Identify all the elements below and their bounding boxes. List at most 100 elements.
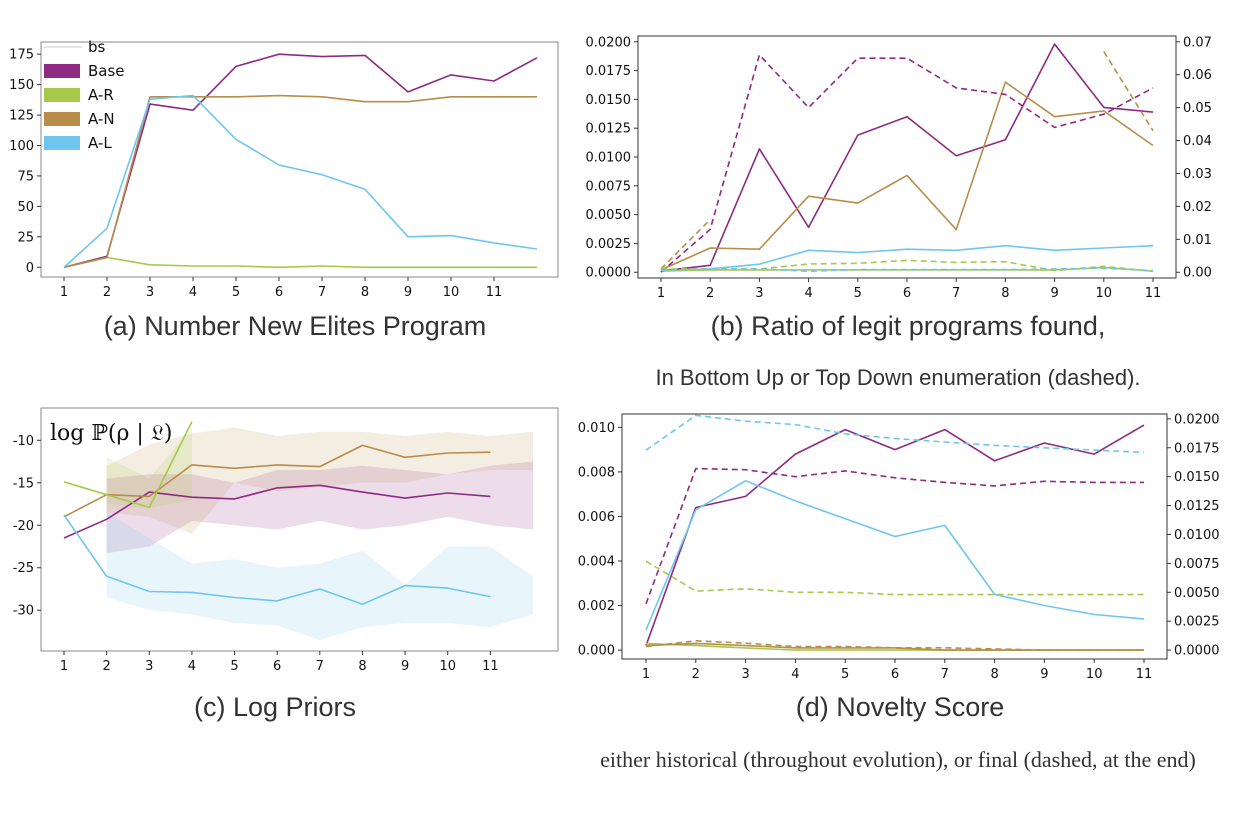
panel-c-ytick-label: -30	[13, 604, 34, 619]
panel-a-xtick-label: 4	[189, 285, 197, 300]
panel-b-left-ytick-label: 0.0025	[586, 237, 632, 252]
panel-c-title: log ℙ(ρ | 𝔏)	[50, 421, 172, 446]
panel-b-right-ytick-label: 0.05	[1183, 101, 1212, 116]
panel-c-ytick-label: -15	[13, 476, 34, 491]
panel-d-xtick-label: 1	[642, 667, 650, 682]
panel-a-xtick-label: 11	[486, 285, 503, 300]
panel-c-ytick-label: -10	[13, 434, 34, 449]
panel-b-right-ytick-label: 0.02	[1183, 200, 1212, 215]
panel-d-xtick-label: 6	[891, 667, 899, 682]
panel-d-right-ytick-label: 0.0075	[1174, 557, 1220, 572]
panel-d-right-ytick-label: 0.0200	[1174, 412, 1220, 427]
panel-b-xtick-label: 7	[952, 286, 960, 301]
panel-b-left-ytick-label: 0.0200	[586, 35, 632, 50]
panel-b-xtick-label: 9	[1050, 286, 1058, 301]
panel-d-right-ytick-label: 0.0175	[1174, 441, 1220, 456]
panel-d-xtick-label: 8	[990, 667, 998, 682]
panel-b-left-ytick-label: 0.0000	[586, 266, 632, 281]
panel-c-xtick-label: 1	[60, 659, 68, 674]
panel-b-left-ytick-label: 0.0175	[586, 64, 632, 79]
panel-a-xtick-label: 9	[404, 285, 412, 300]
panel-d-xtick-label: 5	[841, 667, 849, 682]
panel-a-xtick-label: 8	[361, 285, 369, 300]
panel-b-xtick-label: 11	[1145, 286, 1162, 301]
panel-c-xtick-label: 10	[439, 659, 456, 674]
panel-d-left-ytick-label: 0.008	[578, 465, 615, 480]
panel-b-left-ytick-label: 0.0100	[586, 151, 632, 166]
panel-a-xtick-label: 3	[146, 285, 154, 300]
panel-a-ytick-label: 125	[9, 109, 34, 124]
panel-d-right-ytick-label: 0.0025	[1174, 615, 1220, 630]
panel-c-xtick-label: 2	[102, 659, 110, 674]
panel-a-ytick-label: 0	[26, 261, 34, 276]
panel-d-xtick-label: 11	[1136, 667, 1153, 682]
legend-base-label: Base	[88, 62, 125, 80]
panel-b-xtick-label: 10	[1096, 286, 1113, 301]
panel-c-xtick-label: 3	[145, 659, 153, 674]
panel-b-xtick-label: 1	[657, 286, 665, 301]
panel-a-xtick-label: 1	[60, 285, 68, 300]
caption-b-subtitle: In Bottom Up or Top Down enumeration (da…	[655, 365, 1140, 390]
panel-b-left-ytick-label: 0.0050	[586, 208, 632, 223]
panel-a-ytick-label: 100	[9, 139, 34, 154]
panel-d-xtick-label: 9	[1040, 667, 1048, 682]
panel-c-xtick-label: 11	[482, 659, 499, 674]
caption-a: (a) Number New Elites Program	[104, 311, 487, 341]
panel-b-xtick-label: 6	[903, 286, 911, 301]
panel-d-xtick-label: 4	[791, 667, 799, 682]
panel-b-xtick-label: 8	[1001, 286, 1009, 301]
panel-b-xtick-label: 2	[706, 286, 714, 301]
panel-d-xtick-label: 2	[692, 667, 700, 682]
legend-an-swatch	[44, 112, 80, 126]
panel-c-ytick-label: -20	[13, 519, 34, 534]
panel-c-xtick-label: 6	[273, 659, 281, 674]
legend-ar-swatch	[44, 88, 80, 102]
panel-b-left-ytick-label: 0.0150	[586, 93, 632, 108]
panel-d-xtick-label: 3	[741, 667, 749, 682]
legend-ar-label: A-R	[88, 86, 114, 104]
panel-b-right-ytick-label: 0.01	[1183, 233, 1212, 248]
panel-b-right-ytick-label: 0.06	[1183, 68, 1212, 83]
panel-b-xtick-label: 4	[804, 286, 812, 301]
panel-c-ytick-label: -25	[13, 561, 34, 576]
panel-d-left-ytick-label: 0.002	[578, 599, 615, 614]
panel-b-left-ytick-label: 0.0075	[586, 179, 632, 194]
panel-c-xtick-label: 7	[316, 659, 324, 674]
panel-a-xtick-label: 2	[103, 285, 111, 300]
panel-a-ytick-label: 175	[9, 48, 34, 63]
panel-a-xtick-label: 10	[443, 285, 460, 300]
panel-c-xtick-label: 5	[230, 659, 238, 674]
panel-b-left-ytick-label: 0.0125	[586, 122, 632, 137]
panel-a-ytick-label: 25	[17, 230, 34, 245]
legend-al-label: A-L	[88, 134, 112, 152]
panel-c-xtick-label: 4	[188, 659, 196, 674]
panel-b-right-ytick-label: 0.00	[1183, 266, 1212, 281]
panel-d-right-ytick-label: 0.0125	[1174, 499, 1220, 514]
panel-b-right-ytick-label: 0.04	[1183, 134, 1212, 149]
panel-d-right-ytick-label: 0.0150	[1174, 470, 1220, 485]
legend-bs-label: bs	[88, 38, 106, 56]
panel-a-ytick-label: 50	[17, 200, 34, 215]
panel-d-right-ytick-label: 0.0000	[1174, 644, 1220, 659]
panel-b-xtick-label: 5	[854, 286, 862, 301]
legend-an-label: A-N	[88, 110, 115, 128]
panel-d-left-ytick-label: 0.004	[578, 555, 615, 570]
panel-a-ytick-label: 75	[17, 169, 34, 184]
caption-d: (d) Novelty Score	[796, 692, 1005, 722]
panel-d-left-ytick-label: 0.006	[578, 510, 615, 525]
panel-b-right-ytick-label: 0.03	[1183, 167, 1212, 182]
caption-b: (b) Ratio of legit programs found,	[711, 311, 1106, 341]
panel-a-xtick-label: 6	[275, 285, 283, 300]
legend-al-swatch	[44, 136, 80, 150]
panel-d-left-ytick-label: 0.010	[578, 421, 615, 436]
caption-d-subtitle: either historical (throughout evolution)…	[600, 747, 1196, 772]
panel-d-left-ytick-label: 0.000	[578, 644, 615, 659]
panel-a-xtick-label: 7	[318, 285, 326, 300]
caption-c: (c) Log Priors	[194, 692, 356, 722]
panel-b-xtick-label: 3	[755, 286, 763, 301]
panel-d-right-ytick-label: 0.0050	[1174, 586, 1220, 601]
panel-b-right-ytick-label: 0.07	[1183, 35, 1212, 50]
panel-d-right-ytick-label: 0.0100	[1174, 528, 1220, 543]
legend-base-swatch	[44, 64, 80, 78]
